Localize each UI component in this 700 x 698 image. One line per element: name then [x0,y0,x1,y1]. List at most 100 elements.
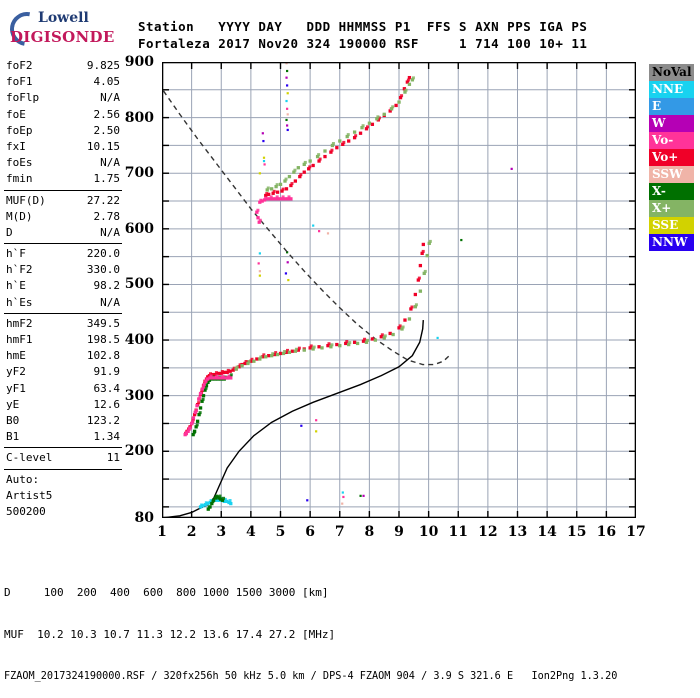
data-point [302,348,306,352]
legend-item-ssw[interactable]: SSW [649,166,694,183]
param-row-foes: foEs N/A [4,155,122,171]
data-point [262,353,266,357]
data-point [194,408,198,412]
data-point [192,412,197,417]
data-point [271,352,275,356]
x-axis-tick-label: 4 [246,524,256,540]
legend-item-nne[interactable]: NNE [649,81,694,98]
param-value: 4.05 [93,75,121,89]
param-row-fxi: fxI 10.15 [4,139,122,155]
data-point [214,376,218,380]
data-point [280,189,284,193]
data-point [293,168,297,172]
data-point [259,355,263,359]
data-point [375,117,379,121]
data-point [225,370,229,375]
legend-item-vo[interactable]: Vo- [649,132,694,149]
data-point [317,159,321,163]
data-point [421,242,425,247]
param-row-hme: hmE 102.8 [4,348,122,364]
data-point [274,351,278,355]
data-point [284,177,288,181]
data-point [197,412,201,417]
logo-digisonde-text: DIGISONDE [10,28,115,46]
x-axis-tick-label: 9 [394,524,404,540]
legend-item-w[interactable]: W [649,115,694,132]
data-point [213,372,218,377]
data-point [323,154,327,159]
param-key: h`E [6,279,26,293]
noise-point [436,336,439,340]
data-point [256,216,260,220]
x-axis-tick-label: 13 [507,524,528,540]
data-point [414,303,418,307]
data-point [403,90,407,94]
data-point [297,346,301,350]
data-point [203,503,207,507]
data-point [229,501,233,506]
data-point [228,499,232,503]
data-point [407,75,412,80]
legend-item-x[interactable]: X+ [649,200,694,217]
noise-point [258,274,261,277]
param-key: fxI [6,139,26,153]
noise-point [286,113,289,116]
param-row-md: M(D) 2.78 [4,209,122,225]
y-axis-tick-label: 700 [124,165,154,182]
legend-item-e[interactable]: E [649,98,694,115]
param-value: 2.50 [93,123,121,137]
noise-speckle [257,62,513,505]
header-line-values: Fortaleza 2017 Nov20 324 190000 RSF 1 71… [138,36,588,51]
data-point [269,195,273,199]
data-point [215,495,219,499]
data-point [407,82,412,86]
data-point [223,497,227,501]
legend-item-nnw[interactable]: NNW [649,234,694,251]
data-point [206,501,210,506]
data-point [234,367,238,371]
data-point [275,352,280,357]
legend-item-sse[interactable]: SSE [649,217,694,234]
param-row-mufd: MUF(D) 27.22 [4,193,122,209]
data-point [258,357,262,361]
noise-point [285,118,288,122]
noise-point [341,491,344,494]
y-axis-labels: 80 200 300 400 500 600 700 800 900 [0,0,154,526]
data-point [264,193,268,198]
param-value: 11 [106,451,120,465]
data-point [268,197,272,201]
data-point [274,197,278,201]
data-point [400,94,404,98]
param-key: foE [6,107,26,121]
data-point [198,391,203,396]
data-point [222,370,226,375]
noise-point [326,232,330,235]
legend-item-x[interactable]: X- [649,183,694,200]
data-point [286,197,290,201]
data-point [208,500,212,505]
data-point [229,373,233,377]
noise-point [342,495,345,499]
data-point [267,354,271,358]
param-value: N/A [100,225,120,239]
data-point [296,166,300,170]
param-value: 63.4 [93,381,121,395]
data-point [200,399,204,403]
data-point [186,429,190,433]
data-point [363,337,367,341]
data-point [352,130,357,134]
noise-point [510,167,513,170]
data-point [247,360,251,364]
data-point [308,346,312,350]
data-point [352,340,357,344]
y-axis-tick-label: 200 [124,443,154,460]
ionogram-plot[interactable] [162,62,636,518]
legend-item-vo[interactable]: Vo+ [649,149,694,166]
param-row-hf2: h`F2 330.0 [4,262,122,278]
data-point [423,269,427,273]
data-point [191,420,195,424]
legend-item-noval[interactable]: NoVal [649,64,694,81]
data-point [330,148,334,152]
param-value: 2.56 [93,107,121,121]
noise-point [262,139,265,143]
